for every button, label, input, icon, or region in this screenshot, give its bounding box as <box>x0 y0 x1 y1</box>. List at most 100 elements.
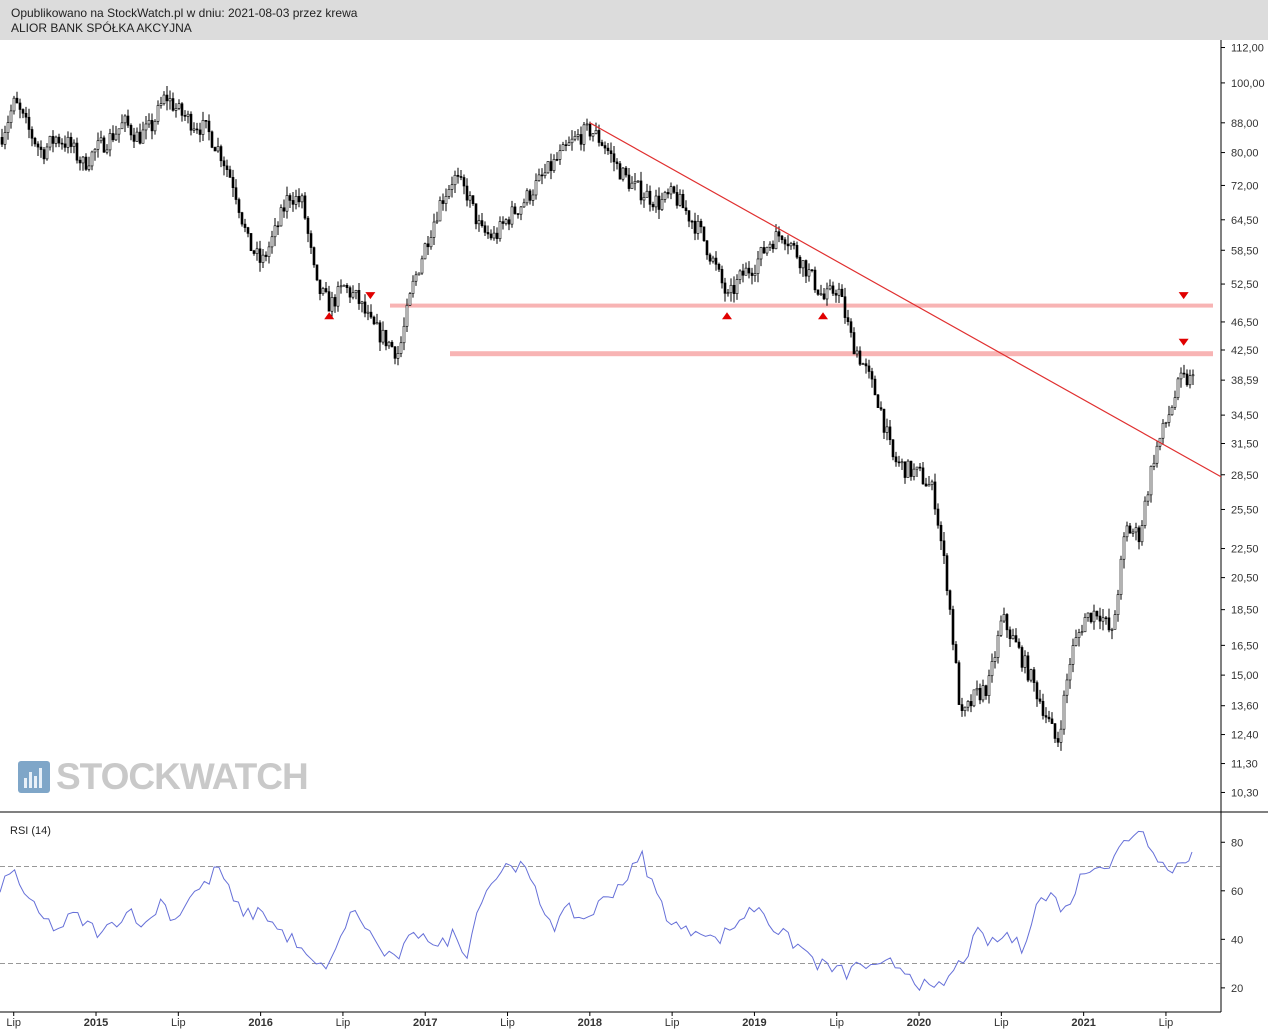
candle-body <box>198 129 202 135</box>
candle-body <box>837 288 841 296</box>
candle-body <box>327 291 331 312</box>
candle-body <box>312 247 316 266</box>
candle-body <box>1068 664 1072 681</box>
candle-body <box>588 123 592 137</box>
candle-body <box>603 145 607 149</box>
candle-body <box>534 180 538 196</box>
candle-body <box>39 146 43 150</box>
candle-body <box>354 290 358 294</box>
candle-body <box>723 282 727 294</box>
candle-body <box>591 133 595 137</box>
candle-body <box>432 221 436 238</box>
candle-body <box>900 461 904 464</box>
price-tick-label: 58,50 <box>1231 245 1259 257</box>
candle-body <box>426 243 430 248</box>
candle-body <box>480 220 484 226</box>
price-tick-label: 10,30 <box>1231 787 1259 799</box>
candle-body <box>1062 694 1066 730</box>
candle-body <box>513 206 517 214</box>
candle-body <box>471 195 475 204</box>
candle-body <box>528 190 532 201</box>
candle-body <box>393 346 397 359</box>
candle-body <box>492 232 496 239</box>
candle-body <box>1134 527 1138 533</box>
candle-body <box>750 272 754 276</box>
candle-body <box>423 243 427 260</box>
candle-body <box>420 258 424 274</box>
candle-body <box>36 143 40 148</box>
candle-body <box>54 136 58 144</box>
candle-body <box>147 119 151 125</box>
candle-body <box>867 365 871 372</box>
candle-body <box>120 122 124 130</box>
candle-body <box>933 481 937 510</box>
candle-body <box>564 144 568 146</box>
candle-body <box>885 426 889 433</box>
candle-body <box>822 293 826 300</box>
candle-body <box>60 142 64 145</box>
candle-body <box>786 243 790 247</box>
candle-body <box>93 148 97 153</box>
time-tick-label: 2017 <box>413 1017 437 1029</box>
candle-body <box>468 195 472 201</box>
candle-body <box>555 159 559 161</box>
candle-body <box>621 167 625 180</box>
candle-body <box>996 635 1000 658</box>
candle-body <box>246 227 250 234</box>
candle-body <box>1095 610 1099 617</box>
candle-body <box>1020 647 1024 668</box>
candle-body <box>975 688 979 691</box>
candle-body <box>1149 466 1153 496</box>
candle-body <box>1008 629 1012 640</box>
candle-body <box>171 98 175 111</box>
candle-body <box>891 439 895 458</box>
candle-body <box>438 200 442 222</box>
candle-body <box>573 136 577 140</box>
candle-body <box>339 285 343 288</box>
candle-body <box>759 247 763 260</box>
candle-body <box>303 195 307 219</box>
price-tick-label: 46,50 <box>1231 317 1259 329</box>
candle-body <box>549 161 553 171</box>
rsi-tick-label: 40 <box>1231 934 1243 946</box>
candle-body <box>195 128 199 131</box>
candle-body <box>324 288 328 292</box>
candle-body <box>126 115 130 126</box>
candle-body <box>75 142 79 161</box>
candle-body <box>912 468 916 477</box>
candle-body <box>600 142 604 146</box>
header-bar: Opublikowano na StockWatch.pl w dniu: 20… <box>0 0 1268 40</box>
candle-body <box>219 146 223 162</box>
candle-body <box>690 220 694 223</box>
candle-body <box>966 701 970 708</box>
candle-body <box>696 220 700 234</box>
candle-body <box>585 123 589 126</box>
candle-body <box>402 325 406 344</box>
candle-body <box>816 289 820 295</box>
candle-body <box>498 221 502 239</box>
time-tick-label: 2018 <box>578 1017 602 1029</box>
candle-body <box>1101 617 1105 622</box>
candle-body <box>342 284 346 287</box>
candle-body <box>156 105 160 122</box>
price-tick-label: 25,50 <box>1231 504 1259 516</box>
price-tick-label: 88,00 <box>1231 118 1259 130</box>
candle-body <box>1014 635 1018 643</box>
candle-body <box>843 296 847 318</box>
candle-body <box>675 192 679 206</box>
price-tick-label: 31,50 <box>1231 439 1259 451</box>
candle-body <box>72 142 76 147</box>
price-tick-label: 80,00 <box>1231 148 1259 160</box>
candle-body <box>660 199 664 210</box>
candle-body <box>336 286 340 307</box>
candle-body <box>567 142 571 146</box>
candle-body <box>840 288 844 298</box>
candle-body <box>1155 445 1159 464</box>
candle-body <box>132 134 136 142</box>
candle-body <box>984 685 988 696</box>
price-tick-label: 11,30 <box>1231 759 1258 771</box>
candle-body <box>699 220 703 228</box>
candle-body <box>213 147 217 152</box>
instrument-title: ALIOR BANK SPÓŁKA AKCYJNA <box>11 21 192 35</box>
